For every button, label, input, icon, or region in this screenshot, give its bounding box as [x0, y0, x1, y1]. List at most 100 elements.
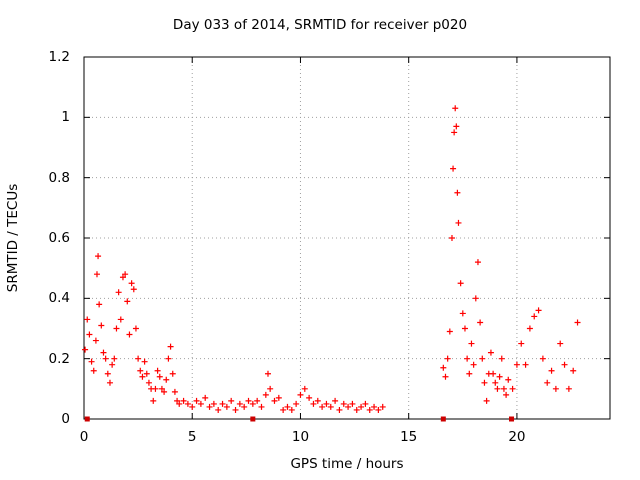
baseline-marker: [84, 416, 90, 422]
data-point: [565, 385, 572, 392]
x-tick-label: 5: [187, 429, 197, 445]
y-tick-label: 0.4: [48, 290, 70, 307]
data-point: [468, 340, 475, 347]
data-point: [152, 385, 159, 392]
data-point: [228, 397, 235, 404]
data-point: [319, 403, 326, 410]
data-point: [115, 289, 122, 296]
data-point: [539, 355, 546, 362]
data-point: [90, 367, 97, 374]
data-point: [84, 316, 91, 323]
data-point: [297, 391, 304, 398]
data-point: [454, 189, 461, 196]
data-point: [232, 406, 239, 413]
data-point: [288, 406, 295, 413]
data-point: [293, 400, 300, 407]
data-point: [202, 394, 209, 401]
y-tick-label: 0.6: [48, 230, 70, 246]
y-tick-label: 1.2: [48, 49, 70, 65]
data-point: [552, 385, 559, 392]
data-point: [262, 391, 269, 398]
data-point: [444, 355, 451, 362]
data-point: [98, 322, 105, 329]
data-point: [150, 397, 157, 404]
data-point: [561, 361, 568, 368]
data-point: [137, 367, 144, 374]
data-point: [206, 403, 213, 410]
data-point: [104, 370, 111, 377]
data-point: [492, 379, 499, 386]
data-point: [526, 325, 533, 332]
y-tick-label: 0.8: [48, 169, 70, 186]
data-point: [223, 403, 230, 410]
data-point: [570, 367, 577, 374]
data-point: [245, 397, 252, 404]
data-point: [314, 397, 321, 404]
data-point: [472, 295, 479, 302]
data-point: [450, 165, 457, 172]
data-point: [474, 259, 481, 266]
data-point: [349, 400, 356, 407]
data-point: [362, 400, 369, 407]
data-point: [258, 403, 265, 410]
data-point: [345, 403, 352, 410]
data-point: [249, 400, 256, 407]
data-point: [109, 361, 116, 368]
data-point: [88, 358, 95, 365]
data-point: [132, 325, 139, 332]
data-point: [95, 253, 102, 260]
data-point: [280, 406, 287, 413]
data-point: [267, 385, 274, 392]
data-point: [102, 355, 109, 362]
baseline-marker: [440, 416, 446, 422]
data-point: [167, 343, 174, 350]
data-point: [548, 367, 555, 374]
data-point: [126, 331, 133, 338]
data-point: [371, 403, 378, 410]
data-point: [310, 400, 317, 407]
data-point: [143, 370, 150, 377]
y-tick-label: 0.2: [48, 350, 70, 367]
data-point: [505, 376, 512, 383]
data-point: [215, 406, 222, 413]
data-point: [513, 361, 520, 368]
data-point: [210, 400, 217, 407]
x-tick-label: 15: [400, 429, 418, 445]
data-point: [557, 340, 564, 347]
data-point: [241, 403, 248, 410]
data-point: [490, 370, 497, 377]
data-point: [180, 397, 187, 404]
data-point: [535, 307, 542, 314]
data-point: [487, 349, 494, 356]
data-point: [82, 346, 89, 353]
data-point: [158, 385, 165, 392]
data-point: [106, 379, 113, 386]
data-point: [453, 123, 460, 130]
data-point: [271, 397, 278, 404]
data-point: [174, 397, 181, 404]
plot-frame: [83, 56, 611, 420]
baseline-marker: [509, 416, 515, 422]
data-point: [366, 406, 373, 413]
data-point: [169, 370, 176, 377]
data-point: [306, 394, 313, 401]
data-point: [481, 379, 488, 386]
data-point: [275, 394, 282, 401]
data-point: [461, 325, 468, 332]
data-point: [236, 400, 243, 407]
data-point: [494, 385, 501, 392]
data-point: [163, 376, 170, 383]
data-point: [113, 325, 120, 332]
x-tick-label: 0: [79, 429, 89, 445]
data-point: [327, 403, 334, 410]
data-point: [332, 397, 339, 404]
data-point: [353, 406, 360, 413]
x-tick-label: 10: [291, 429, 310, 445]
data-point: [100, 349, 107, 356]
data-point: [442, 373, 449, 380]
data-point: [284, 403, 291, 410]
data-point: [141, 358, 148, 365]
y-tick-label: 1: [61, 109, 70, 126]
data-point: [459, 310, 466, 317]
data-point: [176, 400, 183, 407]
